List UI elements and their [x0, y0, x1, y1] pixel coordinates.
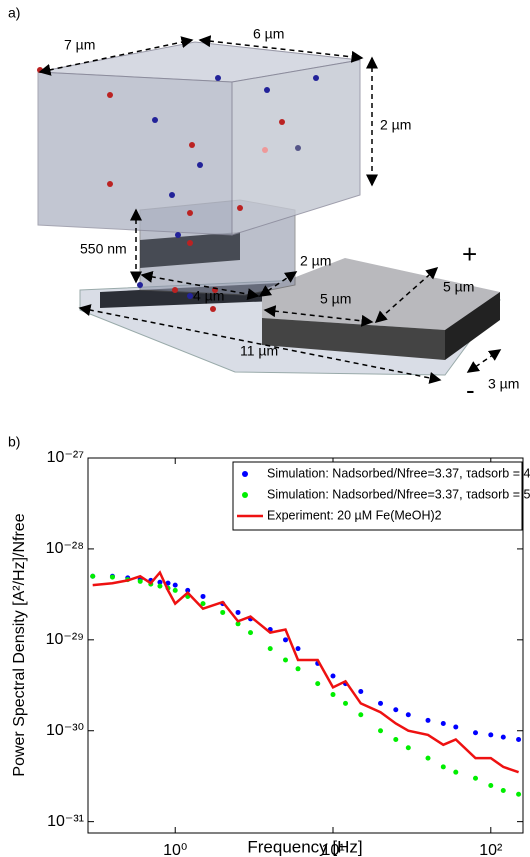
- dimension-label: 4 µm: [193, 288, 224, 304]
- dimension-label: 7 µm: [64, 37, 95, 53]
- dimension-label: 5 µm: [320, 291, 351, 307]
- data-point: [315, 681, 321, 687]
- y-tick-label: 10⁻²⁹: [46, 631, 84, 648]
- data-point: [516, 791, 522, 797]
- data-point: [516, 737, 522, 743]
- data-point: [330, 673, 336, 679]
- data-point: [405, 712, 411, 718]
- legend-label: Simulation: Nadsorbed/Nfree=3.37, τadsor…: [267, 487, 530, 501]
- data-point: [165, 580, 171, 586]
- data-point: [500, 734, 506, 740]
- data-point: [358, 689, 364, 695]
- x-tick-label: 10¹: [321, 842, 344, 857]
- data-point: [343, 700, 349, 706]
- nanopore-electrode: [140, 232, 240, 268]
- panel-label: b): [8, 434, 20, 450]
- dimension-label: 550 nm: [80, 241, 127, 257]
- panel-label: a): [8, 5, 20, 21]
- dimension-label: 3 µm: [488, 376, 519, 392]
- dimension-line: [38, 36, 194, 76]
- legend: [232, 461, 523, 531]
- data-point: [330, 692, 336, 698]
- data-point: [405, 745, 411, 751]
- plot-area: [90, 570, 522, 797]
- data-point: [172, 582, 178, 588]
- data-line: [92, 570, 520, 774]
- legend-label: Experiment: 20 µM Fe(MeOH)2: [267, 508, 442, 522]
- data-point: [109, 574, 115, 580]
- chart: b) Frequency [Hz] Power Spectral Density…: [8, 434, 530, 857]
- data-point: [393, 737, 399, 743]
- data-point: [378, 700, 384, 706]
- data-point: [440, 721, 446, 727]
- data-point: [157, 579, 163, 585]
- x-axis-label: Frequency [Hz]: [247, 837, 362, 856]
- y-tick-label: 10⁻²⁷: [47, 449, 85, 466]
- data-point: [473, 775, 479, 781]
- data-point: [172, 587, 178, 593]
- legend-label: Simulation: Nadsorbed/Nfree=3.37, τadsor…: [267, 466, 530, 480]
- data-point: [295, 646, 301, 652]
- data-point: [267, 646, 273, 652]
- data-point: [248, 630, 254, 636]
- data-point: [283, 637, 289, 643]
- data-point: [500, 788, 506, 794]
- data-point: [453, 724, 459, 730]
- data-point: [283, 657, 289, 663]
- x-tick-label: 10⁰: [163, 842, 187, 857]
- data-point: [358, 712, 364, 718]
- data-point: [200, 601, 206, 607]
- data-point: [378, 728, 384, 734]
- dimension-line: [198, 35, 364, 63]
- data-point: [157, 583, 163, 589]
- data-point: [220, 609, 226, 615]
- y-tick-label: 10⁻³⁰: [46, 722, 84, 739]
- data-point: [137, 578, 143, 584]
- data-point: [425, 755, 431, 761]
- polarity-label: -: [466, 375, 475, 405]
- data-point: [453, 769, 459, 775]
- data-point: [90, 573, 96, 579]
- x-tick-label: 10²: [479, 842, 503, 857]
- data-point: [425, 717, 431, 723]
- data-point: [295, 666, 301, 672]
- dimension-line: [466, 349, 502, 373]
- dimension-line: [78, 304, 442, 384]
- dimension-label: 2 µm: [380, 117, 411, 133]
- dimension-line: [258, 271, 298, 297]
- dimension-label: 6 µm: [253, 26, 284, 42]
- y-tick-label: 10⁻²⁸: [46, 540, 84, 557]
- data-point: [488, 732, 494, 738]
- data-point: [440, 764, 446, 770]
- data-point: [235, 621, 241, 627]
- data-point: [185, 587, 191, 593]
- legend-swatch: [242, 471, 248, 477]
- data-point: [488, 782, 494, 788]
- data-point: [473, 730, 479, 736]
- dimension-line: [140, 270, 260, 301]
- polarity-label: +: [462, 239, 477, 269]
- dimension-label: 2 µm: [300, 253, 331, 269]
- diagram: a) 7 µm 6 µm 2 µm 550 nm 2 µm 4 µm: [8, 5, 519, 405]
- data-point: [200, 593, 206, 599]
- plot-frame: [87, 457, 524, 834]
- dimension-label: 5 µm: [443, 279, 474, 295]
- y-tick-label: 10⁻³¹: [47, 813, 84, 830]
- y-axis-label: Power Spectral Density [A²/Hz]/Nfree: [11, 513, 28, 776]
- data-point: [235, 609, 241, 615]
- electrode-side: [445, 292, 500, 360]
- legend-swatch: [242, 492, 248, 498]
- dimension-label: 11 µm: [240, 343, 278, 359]
- reservoir-front: [37, 71, 233, 236]
- data-point: [393, 707, 399, 713]
